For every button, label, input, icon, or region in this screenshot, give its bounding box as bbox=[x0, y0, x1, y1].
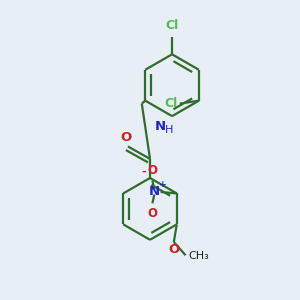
Text: O: O bbox=[148, 164, 158, 177]
Text: N: N bbox=[148, 185, 160, 199]
Text: Cl: Cl bbox=[166, 19, 179, 32]
Text: CH₃: CH₃ bbox=[188, 251, 209, 261]
Text: H: H bbox=[165, 125, 173, 135]
Text: Cl: Cl bbox=[164, 97, 177, 110]
Text: O: O bbox=[120, 131, 131, 144]
Text: O: O bbox=[148, 207, 158, 220]
Text: +: + bbox=[159, 180, 167, 189]
Text: O: O bbox=[168, 244, 179, 256]
Text: -: - bbox=[142, 167, 146, 176]
Text: N: N bbox=[155, 120, 166, 133]
